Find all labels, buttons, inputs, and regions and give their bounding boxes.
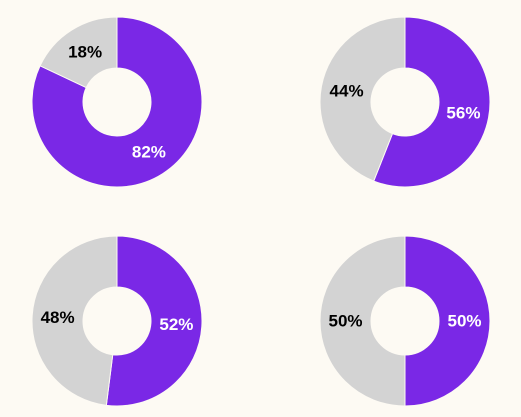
slice-label: 48% <box>41 308 75 327</box>
slice-label: 56% <box>446 104 480 123</box>
donut-chart-top-left: 82% 18% <box>31 16 203 188</box>
donut-slice <box>404 235 491 407</box>
donut-slice <box>319 235 406 407</box>
slice-label: 52% <box>159 315 193 334</box>
slice-label: 18% <box>68 42 102 61</box>
donut-chart-bottom-left: 52% 48% <box>31 235 203 407</box>
slice-label: 50% <box>328 312 362 331</box>
donut-slice <box>319 16 406 182</box>
donut-slice <box>31 16 203 188</box>
slice-label: 82% <box>132 143 166 162</box>
donut-slice <box>39 16 118 89</box>
slice-label: 44% <box>330 81 364 100</box>
donut-slice <box>105 235 203 407</box>
slice-label: 50% <box>447 312 481 331</box>
donut-chart-top-right: 56% 44% <box>319 16 491 188</box>
donut-slice <box>373 16 491 188</box>
donut-slice <box>31 235 118 406</box>
donut-chart-bottom-right: 50% 50% <box>319 235 491 407</box>
